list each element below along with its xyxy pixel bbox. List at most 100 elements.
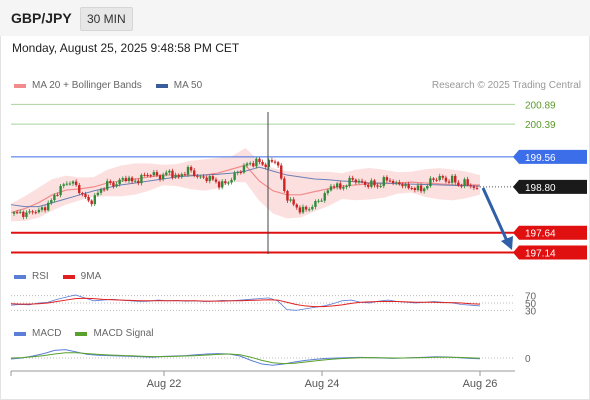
candle-body-52 bbox=[174, 175, 177, 178]
candle-body-143 bbox=[457, 182, 460, 186]
candle-body-18 bbox=[68, 183, 72, 185]
candle-body-124 bbox=[398, 182, 401, 185]
ma20-line bbox=[10, 164, 480, 214]
candle-body-56 bbox=[186, 167, 190, 175]
macd-legend: MACD MACD Signal bbox=[14, 328, 153, 339]
main-legend: MA 20 + Bollinger Bands MA 50 bbox=[14, 80, 202, 91]
current-price-label: 198.80 bbox=[525, 183, 556, 194]
candle-body-138 bbox=[441, 176, 445, 178]
candle-body-32 bbox=[112, 182, 115, 187]
candle-body-43 bbox=[146, 175, 149, 177]
candle-body-6 bbox=[31, 211, 34, 213]
candle-body-87 bbox=[283, 178, 286, 192]
chart-header: GBP/JPY 30 MIN bbox=[0, 0, 590, 36]
rsi-level-label-2: 30 bbox=[525, 306, 537, 317]
candle-body-74 bbox=[242, 165, 246, 173]
candle-body-105 bbox=[339, 183, 342, 189]
candle-body-71 bbox=[233, 172, 236, 180]
candle-body-147 bbox=[469, 185, 472, 187]
candle-body-25 bbox=[90, 200, 93, 205]
candle-body-16 bbox=[62, 184, 65, 186]
candle-body-33 bbox=[115, 184, 118, 187]
candle-body-11 bbox=[46, 202, 50, 211]
rsi-ma-swatch bbox=[62, 274, 75, 279]
time-axis-label-1: Aug 24 bbox=[305, 378, 340, 390]
instrument-title: GBP/JPY bbox=[11, 10, 72, 26]
candle-body-80 bbox=[261, 162, 264, 165]
candle-body-63 bbox=[208, 176, 211, 181]
candle-body-118 bbox=[379, 185, 382, 187]
candle-body-119 bbox=[382, 177, 385, 186]
candle-body-128 bbox=[410, 188, 413, 190]
candle-body-30 bbox=[106, 181, 109, 190]
candle-body-145 bbox=[463, 179, 466, 187]
candle-body-42 bbox=[143, 174, 146, 176]
candle-body-92 bbox=[298, 207, 302, 213]
candle-body-149 bbox=[475, 187, 479, 189]
macd-swatch bbox=[14, 331, 26, 336]
ma50-swatch bbox=[155, 83, 168, 88]
candle-body-65 bbox=[214, 179, 218, 182]
legend-macd-label: MACD bbox=[32, 328, 62, 339]
candle-body-39 bbox=[133, 180, 137, 182]
candle-body-19 bbox=[71, 181, 75, 184]
candle-body-117 bbox=[376, 185, 379, 187]
candle-body-127 bbox=[407, 184, 410, 189]
candle-body-82 bbox=[267, 160, 271, 167]
candle-body-4 bbox=[25, 212, 28, 217]
candle-body-144 bbox=[460, 185, 463, 187]
candle-body-48 bbox=[161, 174, 165, 180]
chart-datetime: Monday, August 25, 2025 9:48:58 PM CET bbox=[12, 41, 240, 55]
candle-body-97 bbox=[314, 201, 317, 207]
level-label-3: 197.64 bbox=[525, 229, 556, 240]
candle-body-109 bbox=[351, 177, 354, 180]
candle-body-0 bbox=[12, 212, 16, 214]
candle-body-76 bbox=[248, 163, 252, 165]
candle-body-101 bbox=[326, 190, 330, 194]
candle-body-15 bbox=[59, 185, 62, 196]
candle-body-122 bbox=[391, 181, 395, 183]
candle-body-104 bbox=[335, 183, 339, 188]
candle-body-136 bbox=[435, 179, 438, 181]
candle-body-29 bbox=[102, 189, 106, 191]
candle-body-62 bbox=[205, 177, 208, 181]
candle-body-88 bbox=[286, 191, 289, 201]
candle-body-116 bbox=[373, 180, 376, 186]
rsi-ma-line bbox=[10, 297, 481, 308]
candle-body-114 bbox=[367, 184, 370, 187]
candle-body-70 bbox=[230, 179, 233, 183]
candle-body-45 bbox=[152, 172, 156, 176]
candle-body-26 bbox=[93, 195, 96, 205]
candle-body-17 bbox=[65, 183, 69, 185]
candle-body-8 bbox=[37, 209, 41, 213]
candle-body-110 bbox=[354, 179, 358, 183]
rsi-legend: RSI 9MA bbox=[14, 271, 101, 282]
candle-body-61 bbox=[202, 176, 205, 178]
current-price-tag bbox=[513, 179, 587, 194]
candle-body-41 bbox=[140, 174, 143, 184]
candle-body-146 bbox=[466, 179, 469, 186]
candle-body-55 bbox=[183, 174, 187, 176]
candle-body-120 bbox=[385, 177, 389, 181]
candle-body-81 bbox=[264, 164, 267, 167]
candle-body-84 bbox=[273, 161, 277, 163]
candle-body-77 bbox=[252, 163, 255, 167]
candle-body-75 bbox=[245, 163, 249, 166]
candle-body-10 bbox=[43, 207, 47, 211]
time-axis-label-2: Aug 26 bbox=[463, 378, 498, 390]
candle-body-125 bbox=[401, 184, 404, 187]
candle-body-137 bbox=[438, 176, 441, 180]
candle-body-7 bbox=[34, 212, 37, 214]
candle-body-20 bbox=[74, 181, 78, 186]
candle-body-51 bbox=[171, 170, 174, 178]
time-axis-label-0: Aug 22 bbox=[147, 378, 182, 390]
candle-body-14 bbox=[56, 194, 59, 196]
candle-body-47 bbox=[158, 175, 162, 180]
timeframe-button[interactable]: 30 MIN bbox=[80, 7, 133, 31]
rsi-swatch bbox=[14, 274, 26, 279]
candle-body-28 bbox=[99, 189, 103, 193]
candle-body-38 bbox=[130, 177, 134, 182]
candle-body-13 bbox=[53, 194, 56, 201]
candle-body-108 bbox=[348, 177, 351, 187]
